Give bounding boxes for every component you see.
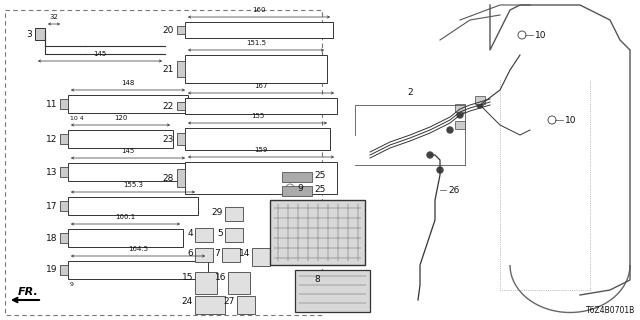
Text: 120: 120 <box>114 115 127 121</box>
Bar <box>222 248 240 262</box>
Bar <box>282 186 312 196</box>
Text: 20: 20 <box>163 26 174 35</box>
Text: 17: 17 <box>45 202 57 211</box>
Text: 14: 14 <box>239 249 250 258</box>
Text: T6Z4B0701B: T6Z4B0701B <box>586 306 635 315</box>
Circle shape <box>477 102 483 108</box>
Bar <box>68 197 198 215</box>
Bar <box>270 200 365 265</box>
Bar <box>185 55 327 83</box>
Text: 23: 23 <box>163 134 174 143</box>
Bar <box>282 172 312 182</box>
Circle shape <box>437 167 443 173</box>
Text: 25: 25 <box>314 171 325 180</box>
Bar <box>475 96 485 104</box>
Bar <box>60 265 68 275</box>
Text: 25: 25 <box>314 185 325 194</box>
Text: 22: 22 <box>163 101 174 110</box>
Bar <box>185 128 330 150</box>
Text: 8: 8 <box>315 275 321 284</box>
Bar <box>228 272 250 294</box>
Bar <box>5 10 322 315</box>
Text: 32: 32 <box>49 14 58 20</box>
Text: 9: 9 <box>297 183 303 193</box>
Text: 5: 5 <box>217 229 223 238</box>
Bar <box>60 134 68 144</box>
Bar <box>60 201 68 211</box>
Text: 6: 6 <box>188 249 193 258</box>
Text: 167: 167 <box>254 83 268 89</box>
Text: 3: 3 <box>26 29 32 38</box>
Text: 9: 9 <box>70 282 74 287</box>
Text: 28: 28 <box>163 173 174 182</box>
Text: 21: 21 <box>163 65 174 74</box>
Text: 16: 16 <box>214 273 226 282</box>
Bar <box>185 22 333 38</box>
Circle shape <box>447 127 453 133</box>
Text: 11: 11 <box>45 100 57 108</box>
Bar <box>60 167 68 177</box>
Bar <box>185 98 337 114</box>
Bar <box>195 248 213 262</box>
Text: 100.1: 100.1 <box>115 214 136 220</box>
Text: 24: 24 <box>182 297 193 306</box>
Bar <box>195 272 217 294</box>
Bar <box>455 121 465 129</box>
Bar <box>68 229 183 247</box>
Bar <box>252 248 270 266</box>
Text: 160: 160 <box>252 7 266 13</box>
Text: 159: 159 <box>254 147 268 153</box>
Bar <box>195 228 213 242</box>
Bar <box>237 296 255 314</box>
Bar <box>195 296 225 314</box>
Bar <box>68 261 208 279</box>
Bar <box>177 169 185 187</box>
Text: 145: 145 <box>93 51 107 57</box>
Text: 19: 19 <box>45 266 57 275</box>
Bar <box>177 61 185 77</box>
Text: 7: 7 <box>214 249 220 258</box>
Text: 12: 12 <box>45 134 57 143</box>
Text: FR.: FR. <box>18 287 38 297</box>
Text: 4: 4 <box>188 229 193 238</box>
Text: 10 4: 10 4 <box>70 116 84 121</box>
Bar <box>60 233 68 243</box>
Text: 29: 29 <box>212 208 223 217</box>
Bar <box>35 28 45 40</box>
Bar <box>225 228 243 242</box>
Bar <box>68 95 188 113</box>
Bar <box>60 99 68 109</box>
Text: 155: 155 <box>251 113 264 119</box>
Text: 151.5: 151.5 <box>246 40 266 46</box>
Text: 155.3: 155.3 <box>123 182 143 188</box>
Bar <box>177 102 185 110</box>
Bar <box>455 104 465 112</box>
Text: 15: 15 <box>182 273 193 282</box>
Text: 18: 18 <box>45 234 57 243</box>
Bar <box>68 130 173 148</box>
Text: 10: 10 <box>565 116 577 124</box>
Bar <box>185 162 337 194</box>
Text: 164.5: 164.5 <box>128 246 148 252</box>
Text: 2: 2 <box>407 88 413 97</box>
Bar <box>177 133 185 145</box>
Text: 10: 10 <box>535 30 547 39</box>
Bar <box>225 207 243 221</box>
Circle shape <box>457 112 463 118</box>
Bar <box>295 270 370 312</box>
Text: 148: 148 <box>122 80 134 86</box>
Text: 145: 145 <box>122 148 134 154</box>
Bar <box>68 163 188 181</box>
Bar <box>177 26 185 35</box>
Text: 26: 26 <box>448 186 460 195</box>
Text: 27: 27 <box>223 297 235 306</box>
Text: 13: 13 <box>45 167 57 177</box>
Circle shape <box>427 152 433 158</box>
